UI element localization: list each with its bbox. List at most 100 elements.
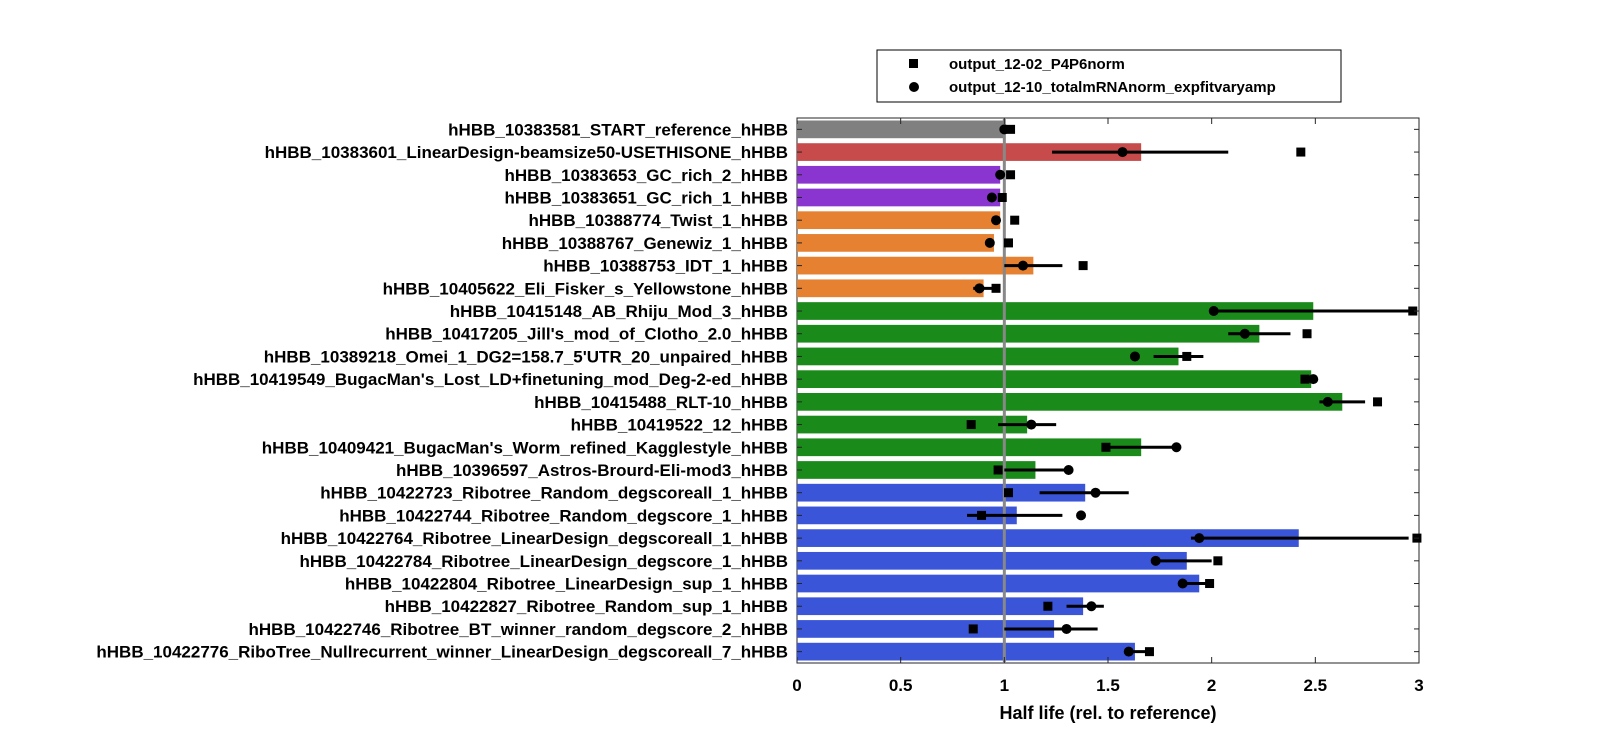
category-label: hHBB_10396597_Astros-Brourd-Eli-mod3_hHB… (396, 461, 788, 480)
x-tick-label: 0 (792, 676, 801, 695)
bar (797, 574, 1200, 593)
category-label: hHBB_10383651_GC_rich_1_hHBB (505, 188, 788, 207)
category-labels: hHBB_10383581_START_reference_hHBB hHBB_1… (96, 120, 1419, 662)
circle-marker (1017, 260, 1028, 271)
category-label: hHBB_10422804_Ribotree_LinearDesign_sup_… (345, 575, 788, 594)
category-label: hHBB_10388774_Twist_1_hHBB (528, 211, 788, 230)
circle-marker (1086, 601, 1097, 612)
circle-marker (1194, 533, 1205, 544)
bar (797, 415, 1028, 434)
x-tick-label: 0.5 (889, 676, 913, 695)
circle-marker (991, 215, 1002, 226)
circle-marker (1061, 623, 1072, 634)
category-label: hHBB_10422723_Ribotree_Random_degscoreal… (320, 484, 788, 503)
square-marker (1101, 442, 1111, 452)
square-marker (1006, 124, 1016, 134)
bar (797, 279, 984, 298)
square-marker (1043, 601, 1053, 611)
bar (797, 165, 1001, 184)
bar (797, 324, 1260, 343)
bar (797, 211, 1001, 230)
square-marker (1213, 556, 1223, 566)
x-axis-title: Half life (rel. to reference) (999, 703, 1216, 723)
legend-label-2: output_12-10_totalmRNAnorm_expfitvaryamp (949, 79, 1276, 96)
square-marker (1300, 374, 1310, 384)
category-label: hHBB_10383601_LinearDesign-beamsize50-US… (265, 143, 788, 162)
bar (797, 370, 1312, 389)
square-marker (977, 510, 987, 520)
square-marker (1408, 306, 1418, 316)
square-marker (1006, 170, 1016, 180)
circle-marker (1063, 464, 1074, 475)
square-marker (966, 420, 976, 430)
x-axis-ticks: 0 0.5 1 1.5 2 2.5 3 (792, 118, 1424, 695)
square-marker (1010, 215, 1020, 225)
square-marker (1296, 147, 1306, 157)
square-marker (991, 283, 1001, 293)
circle-marker (1308, 374, 1319, 385)
square-marker (968, 624, 978, 634)
legend: output_12-02_P4P6norm output_12-10_total… (876, 49, 1342, 103)
circle-marker (1208, 306, 1219, 317)
category-label: hHBB_10419549_BugacMan's_Lost_LD+finetun… (193, 370, 788, 389)
legend-box (876, 49, 1342, 103)
bar (797, 551, 1187, 570)
legend-label-1: output_12-02_P4P6norm (949, 56, 1125, 73)
circle-marker (1123, 646, 1134, 657)
square-marker (997, 192, 1007, 202)
category-label: hHBB_10422776_RiboTree_Nullrecurrent_win… (96, 643, 788, 662)
circle-marker (1076, 510, 1087, 521)
square-marker (1003, 488, 1013, 498)
circle-marker (984, 237, 995, 248)
bar (797, 302, 1314, 320)
bar (797, 234, 994, 252)
square-marker (1373, 397, 1383, 407)
circle-marker (1171, 442, 1182, 453)
square-marker (1078, 261, 1088, 271)
circle-marker (1090, 487, 1101, 498)
square-marker (1144, 647, 1154, 657)
category-label: hHBB_10415488_RLT-10_hHBB (534, 393, 788, 412)
circle-marker (1177, 578, 1188, 589)
x-tick-label: 2 (1207, 676, 1216, 695)
bar (797, 438, 1142, 457)
bar (797, 347, 1179, 366)
bar (797, 597, 1084, 616)
x-tick-label: 1 (1000, 676, 1009, 695)
bars (797, 120, 1343, 661)
category-label: hHBB_10383581_START_reference_hHBB (448, 120, 788, 139)
bar (797, 461, 1036, 479)
legend-square-marker (909, 59, 918, 68)
category-label: hHBB_10409421_BugacMan's_Worm_refined_Ka… (262, 438, 788, 457)
square-marker (1302, 329, 1312, 339)
bar (797, 642, 1135, 661)
circle-marker (974, 283, 985, 294)
category-label: hHBB_10415148_AB_Rhiju_Mod_3_hHBB (450, 302, 788, 321)
category-label: hHBB_10422784_Ribotree_LinearDesign_degs… (300, 552, 788, 571)
bar (797, 620, 1055, 638)
bar (797, 483, 1086, 502)
category-label: hHBB_10422764_Ribotree_LinearDesign_degs… (281, 529, 788, 548)
circle-marker (1239, 328, 1250, 339)
category-label: hHBB_10405622_Eli_Fisker_s_Yellowstone_h… (383, 279, 788, 298)
category-label: hHBB_10419522_12_hHBB (571, 416, 788, 435)
circle-marker (1150, 555, 1161, 566)
legend-circle-marker (909, 82, 919, 92)
circle-marker (1117, 147, 1128, 158)
bar (797, 188, 1001, 207)
bar (797, 529, 1299, 547)
bar (797, 143, 1142, 161)
x-tick-label: 1.5 (1096, 676, 1120, 695)
bar (797, 392, 1343, 411)
bar (797, 120, 1005, 139)
circle-marker (1322, 396, 1333, 407)
category-label: hHBB_10422746_Ribotree_BT_winner_random_… (249, 620, 788, 639)
category-label: hHBB_10388767_Genewiz_1_hHBB (502, 234, 788, 253)
category-label: hHBB_10388753_IDT_1_hHBB (543, 257, 788, 276)
category-label: hHBB_10422744_Ribotree_Random_degscore_1… (339, 506, 788, 525)
bar (797, 506, 1017, 525)
circle-marker (1026, 419, 1037, 430)
square-marker (1205, 579, 1215, 589)
square-marker (993, 465, 1003, 475)
